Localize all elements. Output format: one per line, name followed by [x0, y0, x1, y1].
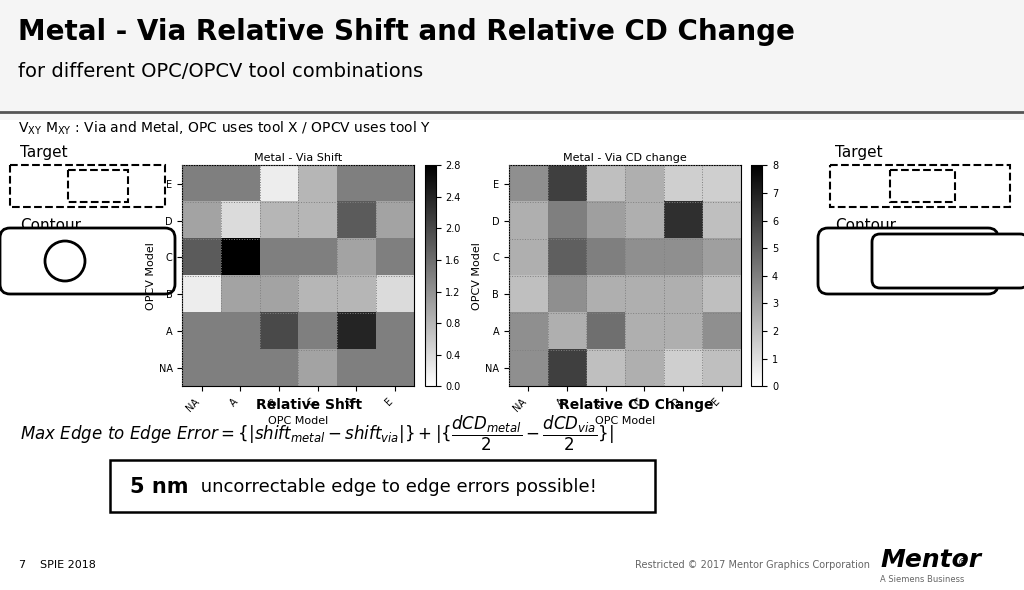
Title: Metal - Via CD change: Metal - Via CD change — [563, 153, 687, 163]
Title: Metal - Via Shift: Metal - Via Shift — [254, 153, 342, 163]
Y-axis label: OPCV Model: OPCV Model — [472, 242, 482, 310]
Text: $\mathrm{V_{XY}\ M_{XY}}$ : Via and Metal, OPC uses tool X / OPCV uses tool Y: $\mathrm{V_{XY}\ M_{XY}}$ : Via and Meta… — [18, 120, 431, 137]
X-axis label: OPC Model: OPC Model — [268, 416, 329, 426]
Text: $\mathit{Max\ Edge\ to\ Edge\ Error}$$ = \{|\mathit{shift_{metal}} - \mathit{shi: $\mathit{Max\ Edge\ to\ Edge\ Error}$$ =… — [20, 414, 614, 453]
FancyBboxPatch shape — [872, 234, 1024, 288]
Text: Contour: Contour — [20, 218, 81, 233]
Text: Target: Target — [20, 145, 68, 160]
Text: Contour: Contour — [835, 218, 896, 233]
Text: A Siemens Business: A Siemens Business — [880, 575, 965, 584]
FancyBboxPatch shape — [110, 460, 655, 512]
FancyBboxPatch shape — [818, 228, 998, 294]
Text: SPIE 2018: SPIE 2018 — [40, 560, 96, 570]
Text: Target: Target — [835, 145, 883, 160]
Text: for different OPC/OPCV tool combinations: for different OPC/OPCV tool combinations — [18, 62, 423, 81]
Text: 7: 7 — [18, 560, 26, 570]
X-axis label: OPC Model: OPC Model — [595, 416, 655, 426]
Text: Relative Shift: Relative Shift — [256, 398, 362, 412]
Text: 5 nm: 5 nm — [130, 477, 188, 497]
Text: uncorrectable edge to edge errors possible!: uncorrectable edge to edge errors possib… — [195, 478, 597, 496]
Text: Relative CD Change: Relative CD Change — [559, 398, 713, 412]
Text: Metal - Via Relative Shift and Relative CD Change: Metal - Via Relative Shift and Relative … — [18, 18, 795, 46]
Text: Restricted © 2017 Mentor Graphics Corporation: Restricted © 2017 Mentor Graphics Corpor… — [635, 560, 870, 570]
Text: ®: ® — [958, 558, 968, 568]
Y-axis label: OPCV Model: OPCV Model — [145, 242, 156, 310]
FancyBboxPatch shape — [0, 228, 175, 294]
Bar — [0, 0, 1024, 120]
Text: Mentor: Mentor — [880, 548, 981, 572]
